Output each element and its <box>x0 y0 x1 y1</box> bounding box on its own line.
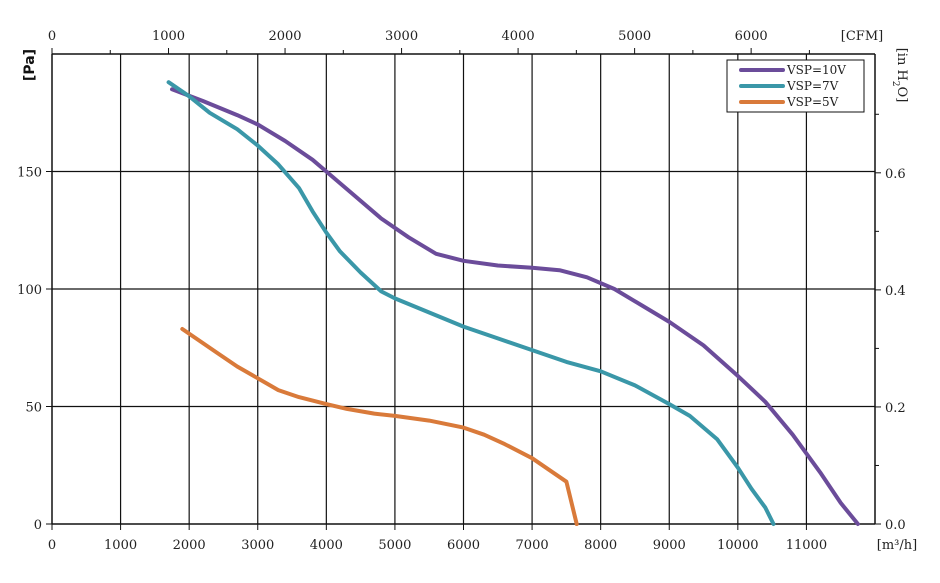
right-tick-label: 0.0 <box>885 518 906 533</box>
bottom-tick-label: 9000 <box>653 538 686 553</box>
bottom-tick-label: 6000 <box>447 538 480 553</box>
axes: 0 1000 2000 3000 4000 5000 6000 7000 8000 9000 100… <box>17 29 917 553</box>
left-tick-label: 100 <box>17 283 42 298</box>
right-tick-label: 0.2 <box>885 401 906 416</box>
legend-label: VSP=7V <box>786 79 839 93</box>
legend-label: VSP=10V <box>786 63 846 77</box>
right-axis-label-subscript: 2 <box>890 81 900 87</box>
series-line-vsp-5v <box>180 327 579 526</box>
bottom-tick-label: 4000 <box>310 538 343 553</box>
top-axis-label: [CFM] <box>841 29 883 44</box>
series-line-vsp-7v <box>166 80 776 526</box>
right-tick-label: 0.6 <box>885 167 906 182</box>
bottom-tick-label: 2000 <box>173 538 206 553</box>
left-tick-label: 50 <box>25 401 42 416</box>
top-tick-label: 5000 <box>618 29 651 44</box>
bottom-axis-label: [m³/h] <box>877 538 917 553</box>
left-tick-label: 150 <box>17 166 42 181</box>
bottom-tick-label: 1000 <box>104 538 137 553</box>
grid-lines <box>52 54 875 524</box>
legend-label: VSP=5V <box>786 95 839 109</box>
bottom-tick-label: 0 <box>48 538 56 553</box>
right-axis-label-part: O] <box>894 87 909 103</box>
bottom-tick-label: 10000 <box>717 538 758 553</box>
top-tick-label: 2000 <box>268 29 301 44</box>
data-series <box>166 80 860 526</box>
top-tick-label: 6000 <box>735 29 768 44</box>
right-axis-label-part: [in H <box>894 48 909 81</box>
top-tick-label: 1000 <box>152 29 185 44</box>
left-tick-label: 0 <box>34 518 42 533</box>
top-tick-label: 0 <box>48 29 56 44</box>
bottom-tick-label: 11000 <box>786 538 827 553</box>
bottom-tick-label: 8000 <box>584 538 617 553</box>
bottom-tick-label: 5000 <box>378 538 411 553</box>
top-tick-label: 4000 <box>502 29 535 44</box>
bottom-tick-label: 3000 <box>241 538 274 553</box>
left-axis-label: [Pa] <box>22 49 38 81</box>
bottom-tick-label: 7000 <box>516 538 549 553</box>
top-tick-label: 3000 <box>385 29 418 44</box>
series-line-vsp-10v <box>170 87 860 526</box>
legend: VSP=10V VSP=7V VSP=5V <box>726 59 865 113</box>
right-tick-label: 0.4 <box>885 284 906 299</box>
right-axis-label: [in H2O] <box>890 48 909 103</box>
